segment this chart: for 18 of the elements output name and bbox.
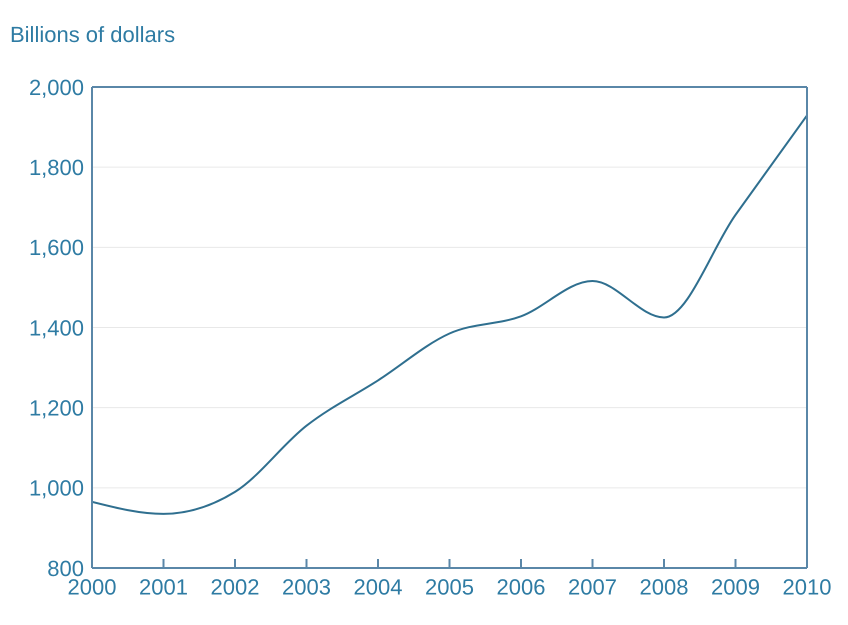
x-tick-label: 2001 — [139, 574, 188, 600]
y-tick-label: 1,600 — [28, 235, 84, 260]
y-axis-title: Billions of dollars — [10, 22, 176, 48]
y-tick-label: 1,200 — [28, 395, 84, 420]
x-tick-label: 2004 — [354, 574, 402, 600]
y-tick-label: 1,400 — [28, 315, 84, 340]
line-series — [92, 114, 807, 515]
y-tick-label: 2,000 — [28, 74, 84, 100]
x-tick-label: 2008 — [640, 574, 688, 600]
x-tick-label: 2005 — [425, 574, 474, 600]
x-tick-label: 2002 — [210, 574, 260, 600]
y-tick-label: 1,000 — [28, 476, 84, 501]
x-tick-label: 2010 — [782, 574, 832, 600]
x-tick-label: 2007 — [568, 574, 617, 600]
x-tick-label: 2009 — [711, 574, 760, 600]
x-tick-label: 2003 — [282, 574, 331, 600]
y-tick-label: 1,800 — [28, 154, 84, 180]
x-tick-label: 2006 — [496, 574, 546, 600]
